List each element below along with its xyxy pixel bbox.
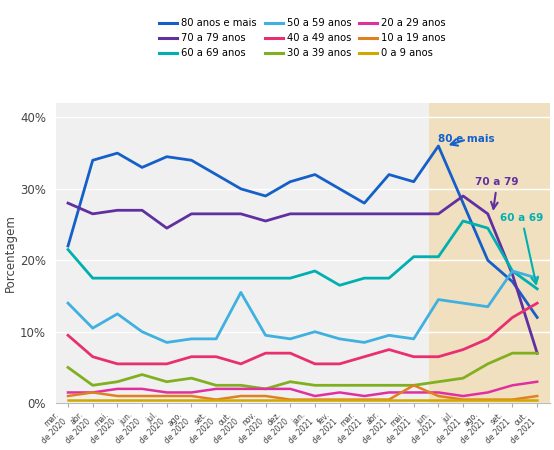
Text: 60 a 69: 60 a 69 <box>500 213 543 284</box>
FancyBboxPatch shape <box>429 103 550 403</box>
Text: 80 e mais: 80 e mais <box>438 135 495 146</box>
Legend: 80 anos e mais, 70 a 79 anos, 60 a 69 anos, 50 a 59 anos, 40 a 49 anos, 30 a 39 : 80 anos e mais, 70 a 79 anos, 60 a 69 an… <box>159 18 446 58</box>
Y-axis label: Porcentagem: Porcentagem <box>4 214 17 292</box>
Text: 70 a 79: 70 a 79 <box>475 177 519 209</box>
